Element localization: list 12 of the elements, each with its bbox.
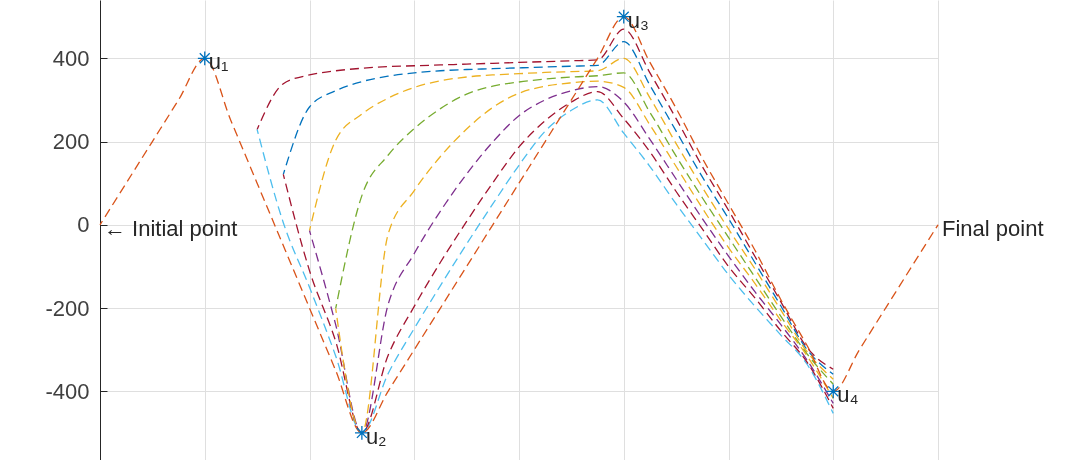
data-label: u₄ [837, 382, 859, 408]
data-label: u₃ [627, 7, 649, 33]
y-tick-label: -400 [45, 378, 90, 404]
data-label: u₂ [365, 423, 387, 449]
y-tick-label: -200 [45, 295, 90, 321]
y-tick-label: 200 [52, 129, 90, 155]
data-label: Final point [942, 215, 1044, 241]
y-tick-label: 0 [77, 212, 90, 238]
data-label: ← Initial point [104, 215, 238, 241]
data-label: u₁ [208, 49, 229, 75]
line-series [99, 15, 939, 434]
y-tick-label: 400 [52, 45, 90, 71]
